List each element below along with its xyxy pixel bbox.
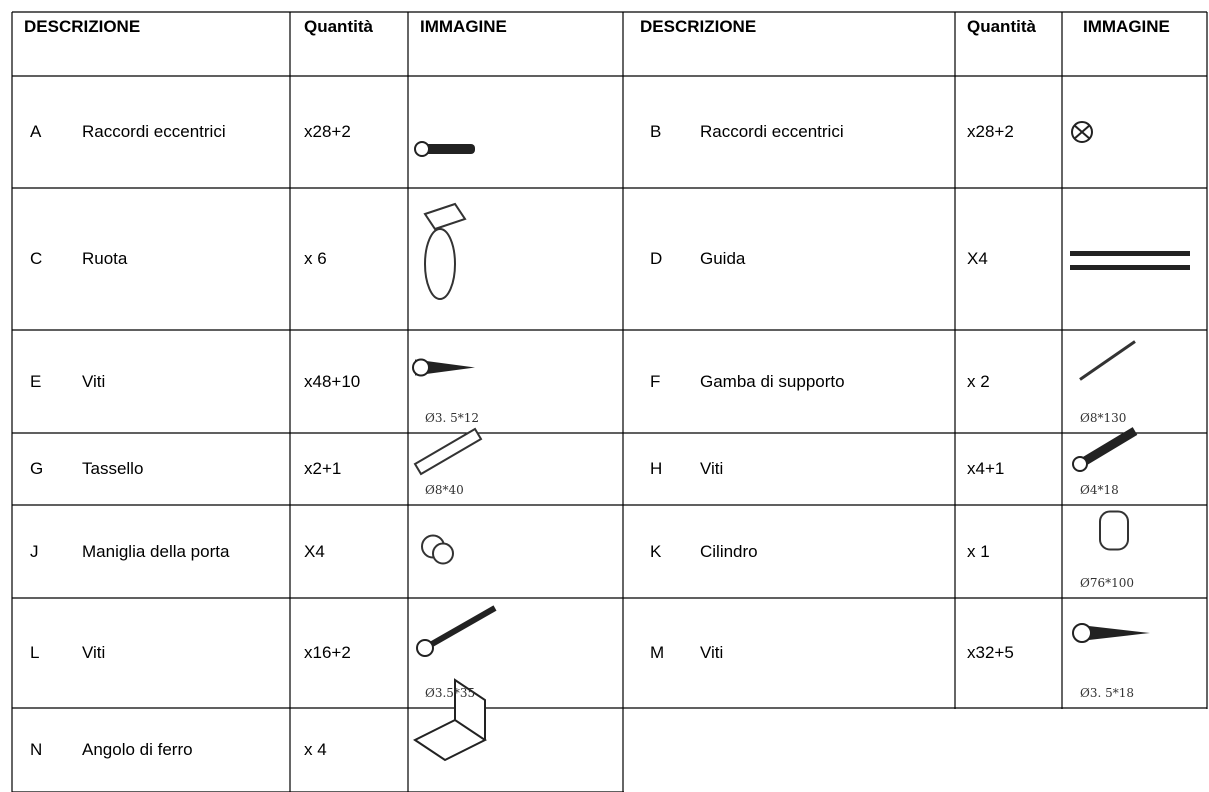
icon — [413, 427, 483, 476]
item-letter: E — [30, 371, 42, 391]
item-quantity: x 2 — [967, 371, 990, 391]
item-quantity: x32+5 — [967, 643, 1014, 662]
item-image — [1072, 427, 1138, 472]
item-image — [1072, 623, 1150, 643]
item-description: Tassello — [82, 459, 144, 478]
item-letter: H — [650, 459, 663, 478]
header-cell: IMMAGINE — [1083, 17, 1170, 36]
item-description: Raccordi eccentrici — [700, 122, 844, 141]
item-description: Raccordi eccentrici — [82, 122, 226, 141]
icon — [424, 228, 456, 300]
item-image — [413, 678, 487, 762]
item-quantity: x28+2 — [967, 122, 1014, 141]
icon — [1077, 427, 1138, 468]
item-image — [412, 358, 475, 377]
header-cell: DESCRIZIONE — [640, 17, 757, 36]
item-image — [1079, 340, 1136, 381]
icon — [420, 144, 475, 154]
item-quantity: x16+2 — [304, 643, 351, 662]
icon — [1099, 510, 1129, 551]
image-caption: Ø4*18 — [1080, 483, 1119, 497]
item-image — [416, 605, 497, 657]
header-cell: Quantità — [967, 17, 1036, 36]
item-letter: M — [650, 643, 665, 662]
header-cell: DESCRIZIONE — [24, 17, 141, 36]
item-letter: K — [650, 541, 662, 561]
item-description: Angolo di ferro — [82, 740, 193, 759]
item-letter: G — [30, 459, 44, 478]
icon — [1072, 456, 1088, 472]
item-letter: N — [30, 740, 43, 759]
item-image — [414, 141, 475, 157]
image-caption: Ø3. 5*12 — [425, 411, 480, 425]
item-quantity: x28+2 — [304, 122, 351, 141]
item-description: Guida — [700, 249, 746, 268]
image-caption: Ø8*40 — [425, 483, 464, 497]
image-caption: Ø8*130 — [1080, 411, 1127, 425]
icon — [416, 639, 434, 657]
item-image — [413, 427, 483, 476]
icon — [432, 542, 454, 565]
item-image — [421, 534, 454, 565]
item-letter: A — [30, 122, 42, 141]
icon — [1070, 265, 1190, 270]
item-quantity: x4+1 — [967, 459, 1005, 478]
item-description: Viti — [700, 459, 724, 478]
item-description: Cilindro — [700, 541, 758, 561]
item-letter: L — [30, 643, 40, 662]
item-quantity: x48+10 — [304, 371, 361, 391]
header-cell: IMMAGINE — [420, 17, 507, 36]
item-quantity: x 6 — [304, 249, 327, 268]
icon — [415, 359, 475, 376]
item-image — [1070, 251, 1190, 270]
icon — [1079, 340, 1136, 381]
icon — [414, 141, 430, 157]
item-image — [1099, 510, 1129, 551]
icon — [423, 202, 467, 231]
item-letter: D — [650, 249, 663, 268]
header-cell: Quantità — [304, 17, 373, 36]
item-description: Viti — [82, 643, 106, 662]
item-image — [423, 202, 467, 300]
item-image — [1071, 121, 1093, 143]
item-letter: F — [650, 371, 661, 391]
item-quantity: X4 — [967, 249, 988, 268]
item-quantity: X4 — [304, 541, 325, 561]
item-description: Maniglia della porta — [82, 541, 230, 561]
item-description: Viti — [700, 643, 724, 662]
item-quantity: x 1 — [967, 541, 990, 561]
icon — [413, 678, 487, 762]
empty-cell-mask — [624, 709, 1209, 792]
image-caption: Ø76*100 — [1080, 576, 1135, 590]
item-letter: J — [30, 541, 39, 561]
image-caption: Ø3.5*35 — [425, 686, 476, 700]
image-caption: Ø3. 5*18 — [1080, 686, 1135, 700]
icon — [1073, 124, 1091, 140]
icon — [423, 605, 497, 651]
item-description: Viti — [82, 371, 106, 391]
item-description: Ruota — [82, 249, 128, 268]
item-description: Gamba di supporto — [700, 371, 845, 391]
icon — [1072, 623, 1092, 643]
item-quantity: x 4 — [304, 740, 327, 759]
icon — [412, 358, 430, 377]
item-letter: B — [650, 122, 662, 141]
item-letter: C — [30, 249, 43, 268]
item-quantity: x2+1 — [304, 459, 342, 478]
icon — [1080, 625, 1150, 641]
icon — [1070, 251, 1190, 256]
